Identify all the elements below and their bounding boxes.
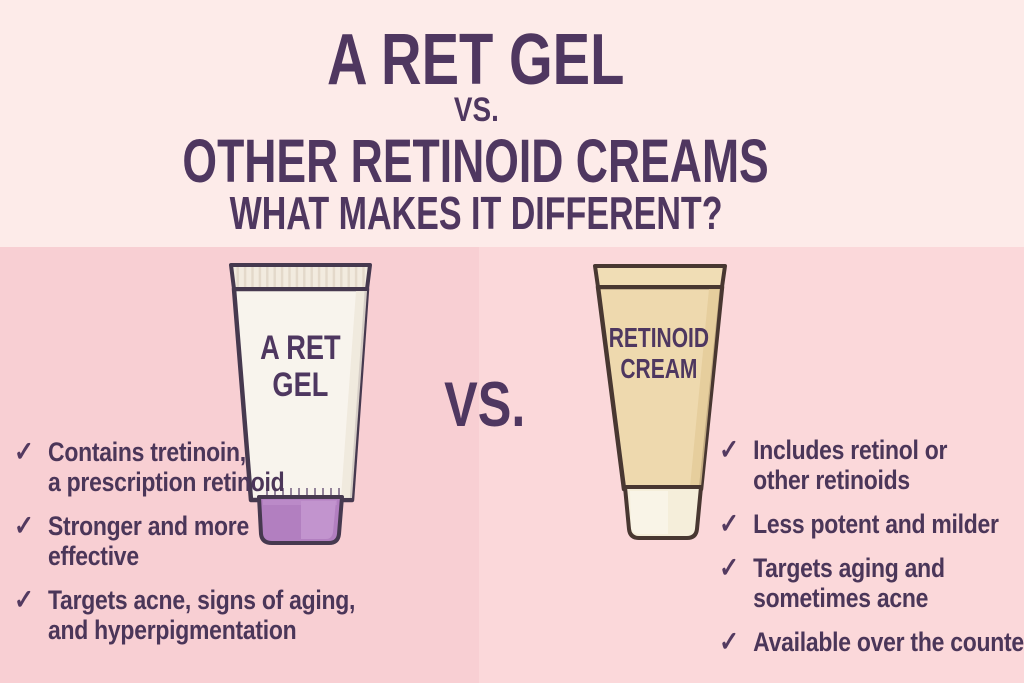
question-line: WHAT MAKES IT DIFFERENT? bbox=[0, 190, 952, 236]
versus-label: VS. bbox=[375, 374, 595, 437]
list-item-text: Targets aging and sometimes acne bbox=[753, 553, 945, 613]
list-item-text: Contains tretinoin, a prescription retin… bbox=[48, 437, 285, 497]
list-item: ✓ Targets acne, signs of aging, and hype… bbox=[14, 584, 405, 646]
list-item-text: Less potent and milder bbox=[753, 509, 999, 539]
cream-tube-label: RETINOID CREAM bbox=[582, 322, 736, 384]
header-vs-text: VS. bbox=[453, 91, 499, 129]
gel-tube-label-text: A RET GEL bbox=[259, 329, 341, 404]
check-icon: ✓ bbox=[14, 584, 34, 615]
list-item-text: Stronger and more effective bbox=[48, 511, 249, 571]
cream-tube-label-text: RETINOID CREAM bbox=[608, 322, 710, 384]
subtitle: OTHER RETINOID CREAMS bbox=[0, 131, 952, 192]
main-title: A RET GEL bbox=[0, 24, 952, 96]
versus-label-text: VS. bbox=[444, 370, 526, 440]
check-icon: ✓ bbox=[719, 626, 739, 657]
gel-tube-illustration bbox=[229, 263, 372, 503]
header-vs-label: VS. bbox=[0, 93, 952, 127]
list-item-text: Available over the counter bbox=[753, 627, 1024, 657]
check-icon: ✓ bbox=[14, 436, 34, 467]
check-icon: ✓ bbox=[719, 508, 739, 539]
question-text: WHAT MAKES IT DIFFERENT? bbox=[229, 187, 723, 239]
list-item-text: Targets acne, signs of aging, and hyperp… bbox=[48, 585, 356, 645]
gel-benefits-list: ✓ Contains tretinoin, a prescription ret… bbox=[14, 437, 474, 659]
list-item: ✓ Less potent and milder bbox=[714, 508, 1024, 540]
main-title-text: A RET GEL bbox=[327, 20, 625, 100]
header-background bbox=[0, 0, 1024, 247]
gel-tube-cap bbox=[257, 495, 344, 545]
check-icon: ✓ bbox=[719, 434, 739, 465]
check-icon: ✓ bbox=[14, 510, 34, 541]
subtitle-text: OTHER RETINOID CREAMS bbox=[182, 127, 770, 195]
list-item-text: Includes retinol or other retinoids bbox=[753, 435, 948, 495]
list-item: ✓ Available over the counter bbox=[714, 626, 1024, 658]
list-item: ✓ Stronger and more effective bbox=[14, 510, 405, 572]
list-item: ✓ Contains tretinoin, a prescription ret… bbox=[14, 436, 405, 498]
cream-traits-list: ✓ Includes retinol or other retinoids ✓ … bbox=[714, 435, 1024, 671]
check-icon: ✓ bbox=[719, 552, 739, 583]
list-item: ✓ Includes retinol or other retinoids bbox=[714, 434, 1024, 496]
cream-tube-illustration bbox=[593, 264, 727, 540]
list-item: ✓ Targets aging and sometimes acne bbox=[714, 552, 1024, 614]
gel-tube-label: A RET GEL bbox=[222, 330, 378, 404]
right-panel-background bbox=[479, 247, 1024, 683]
